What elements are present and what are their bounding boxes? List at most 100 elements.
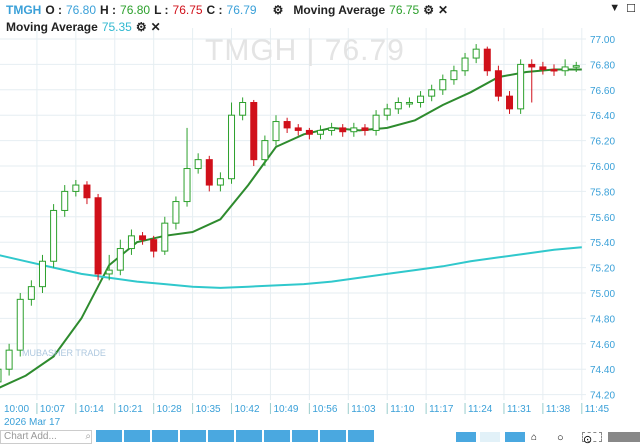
- moving-average-line-green: [0, 68, 582, 389]
- toolbar-button[interactable]: [348, 430, 374, 442]
- candle-down: [539, 66, 547, 70]
- ma1-gear-icon[interactable]: ⚙: [423, 3, 434, 17]
- candle-down: [139, 235, 147, 241]
- ma2-value: 75.35: [101, 20, 132, 34]
- gear-icon[interactable]: ⚙: [272, 3, 284, 17]
- ma1-close-icon[interactable]: ✕: [437, 3, 449, 17]
- toolbar-button[interactable]: [480, 432, 500, 442]
- x-tick-label: 10:14: [79, 404, 104, 415]
- toolbar-button[interactable]: [180, 430, 206, 442]
- candle-up: [105, 269, 113, 275]
- candle-up: [316, 129, 324, 135]
- toolbar-button[interactable]: [152, 430, 178, 442]
- symbol-label: TMGH: [6, 3, 42, 17]
- y-tick-label: 77.00: [590, 35, 615, 46]
- candle-up: [0, 368, 2, 383]
- candle-up: [16, 298, 24, 351]
- candle-up: [372, 114, 380, 131]
- candle-down: [94, 197, 102, 275]
- candle-down: [294, 127, 302, 131]
- candle-up: [27, 286, 35, 300]
- symbol-watermark: TMGH | 76.79: [205, 34, 405, 67]
- x-tick-label: 10:49: [273, 404, 298, 415]
- y-tick-label: 76.80: [590, 60, 615, 71]
- high-label: H :: [100, 3, 117, 17]
- search-icon: ⌕: [85, 431, 91, 442]
- candle-up: [461, 57, 469, 72]
- candle-down: [83, 184, 91, 199]
- ohlc-legend: TMGH O :76.80 H :76.80 L :76.75 C :76.79…: [6, 3, 448, 17]
- candle-up: [472, 48, 480, 59]
- zoom-in-icon[interactable]: ⊙: [582, 432, 602, 446]
- x-tick-label: 11:10: [390, 404, 415, 415]
- toolbar-buttons: [96, 430, 374, 442]
- candle-down: [550, 68, 558, 72]
- x-tick-label: 11:24: [468, 404, 493, 415]
- toolbar-button[interactable]: [96, 430, 122, 442]
- x-tick-label: 10:28: [157, 404, 182, 415]
- x-tick-label: 10:35: [196, 404, 221, 415]
- y-tick-label: 74.40: [590, 365, 615, 376]
- candle-down: [506, 95, 514, 110]
- dropdown-arrow-icon[interactable]: ▼: [609, 2, 621, 14]
- candle-up: [328, 127, 336, 131]
- x-tick-label: 11:31: [507, 404, 532, 415]
- logo-text: MUBASHER TRADE: [22, 348, 106, 358]
- y-tick-label: 76.20: [590, 137, 615, 148]
- moving-average-line-cyan: [0, 246, 582, 289]
- low-label: L :: [154, 3, 169, 17]
- top-right-controls: ▼ ☐: [609, 2, 636, 15]
- y-tick-label: 74.20: [590, 391, 615, 402]
- toolbar-button[interactable]: [456, 432, 476, 442]
- ma1-label: Moving Average: [293, 3, 386, 17]
- zoom-out-icon[interactable]: ○: [557, 432, 564, 444]
- candle-up: [194, 159, 202, 170]
- candle-up: [350, 127, 358, 133]
- candle-up: [38, 260, 46, 288]
- ma2-gear-icon[interactable]: ⚙: [135, 20, 147, 34]
- toolbar-button[interactable]: [320, 430, 346, 442]
- candle-down: [339, 127, 347, 133]
- toolbar-button[interactable]: [264, 430, 290, 442]
- x-tick-label: 10:07: [40, 404, 65, 415]
- candle-up: [61, 190, 69, 211]
- candle-up: [228, 114, 236, 180]
- toolbar-button[interactable]: [124, 430, 150, 442]
- candle-down: [483, 48, 491, 72]
- settings-button[interactable]: [608, 432, 640, 442]
- y-tick-label: 76.00: [590, 162, 615, 173]
- candle-up: [272, 121, 280, 142]
- chart-add-search-input[interactable]: Chart Add... ⌕: [0, 430, 92, 444]
- candle-up: [417, 95, 425, 104]
- candle-up: [561, 66, 569, 72]
- y-tick-label: 75.80: [590, 187, 615, 198]
- toolbar-button[interactable]: [208, 430, 234, 442]
- ma2-close-icon[interactable]: ✕: [150, 20, 161, 34]
- candle-up: [161, 222, 169, 252]
- mubasher-logo: MUBASHER TRADE: [22, 348, 106, 359]
- checkbox-icon[interactable]: ☐: [626, 3, 636, 15]
- toolbar-button[interactable]: [292, 430, 318, 442]
- draw-icon[interactable]: ⌂: [531, 432, 538, 443]
- candle-down: [205, 159, 213, 186]
- open-value: 76.80: [66, 3, 97, 17]
- candle-up: [50, 209, 58, 262]
- y-tick-label: 75.40: [590, 238, 615, 249]
- ma2-label: Moving Average: [6, 20, 98, 34]
- open-label: O :: [45, 3, 62, 17]
- toolbar-button[interactable]: [505, 432, 525, 442]
- close-value: 76.79: [226, 3, 257, 17]
- candle-up: [172, 201, 180, 224]
- x-tick-label: 11:38: [546, 404, 571, 415]
- candle-down: [250, 102, 258, 161]
- candle-up: [216, 178, 224, 186]
- x-tick-label: 11:17: [429, 404, 454, 415]
- toolbar-button[interactable]: [236, 430, 262, 442]
- candle-down: [494, 70, 502, 97]
- candle-up: [72, 184, 80, 192]
- candle-up: [572, 65, 580, 68]
- candle-up: [183, 168, 191, 203]
- date-label: 2026 Mar 17: [4, 417, 61, 428]
- candle-up: [5, 349, 13, 370]
